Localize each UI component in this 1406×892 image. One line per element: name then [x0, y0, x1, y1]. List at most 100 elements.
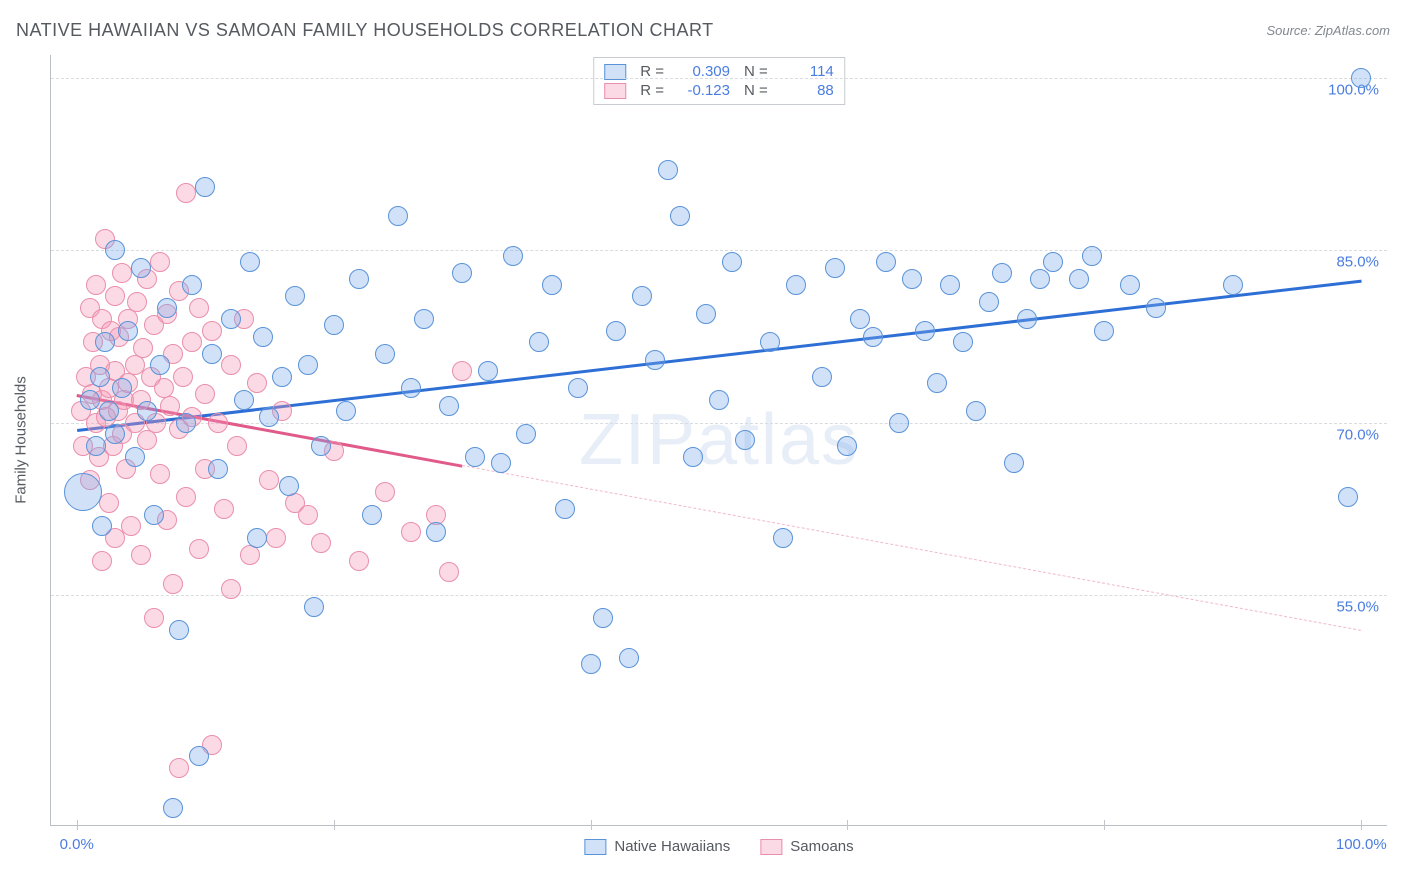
- scatter-point: [709, 390, 729, 410]
- scatter-chart: Family Households ZIPatlas R =0.309N =11…: [50, 55, 1387, 826]
- scatter-point: [1146, 298, 1166, 318]
- scatter-point: [632, 286, 652, 306]
- scatter-point: [221, 355, 241, 375]
- legend-n-label: N =: [744, 82, 768, 99]
- scatter-point: [86, 275, 106, 295]
- series-legend: Native Hawaiians Samoans: [584, 838, 853, 855]
- legend-label: Native Hawaiians: [614, 838, 730, 855]
- scatter-point: [529, 332, 549, 352]
- scatter-point: [195, 177, 215, 197]
- scatter-point: [169, 758, 189, 778]
- scatter-point: [95, 332, 115, 352]
- scatter-point: [953, 332, 973, 352]
- scatter-point: [208, 459, 228, 479]
- scatter-point: [683, 447, 703, 467]
- scatter-point: [208, 413, 228, 433]
- scatter-point: [786, 275, 806, 295]
- scatter-point: [118, 321, 138, 341]
- x-tick-label: 100.0%: [1336, 836, 1387, 853]
- scatter-point: [349, 269, 369, 289]
- legend-n-value: 88: [782, 82, 834, 99]
- scatter-point: [568, 378, 588, 398]
- legend-label: Samoans: [790, 838, 853, 855]
- chart-header: NATIVE HAWAIIAN VS SAMOAN FAMILY HOUSEHO…: [16, 20, 1390, 41]
- scatter-point: [182, 275, 202, 295]
- scatter-point: [133, 338, 153, 358]
- legend-swatch: [584, 839, 606, 855]
- legend-swatch: [760, 839, 782, 855]
- scatter-point: [1004, 453, 1024, 473]
- scatter-point: [889, 413, 909, 433]
- scatter-point: [850, 309, 870, 329]
- scatter-point: [112, 378, 132, 398]
- watermark-text: ZIPatlas: [579, 399, 859, 481]
- scatter-point: [1069, 269, 1089, 289]
- scatter-point: [825, 258, 845, 278]
- scatter-point: [375, 344, 395, 364]
- scatter-point: [927, 373, 947, 393]
- scatter-point: [478, 361, 498, 381]
- legend-row: R =-0.123N =88: [604, 81, 834, 100]
- scatter-point: [189, 746, 209, 766]
- scatter-point: [64, 473, 102, 511]
- scatter-point: [189, 539, 209, 559]
- scatter-point: [266, 528, 286, 548]
- scatter-point: [426, 522, 446, 542]
- legend-item: Native Hawaiians: [584, 838, 730, 855]
- scatter-point: [259, 470, 279, 490]
- scatter-point: [157, 298, 177, 318]
- scatter-point: [214, 499, 234, 519]
- scatter-point: [760, 332, 780, 352]
- scatter-point: [1043, 252, 1063, 272]
- scatter-point: [150, 355, 170, 375]
- scatter-point: [966, 401, 986, 421]
- scatter-point: [160, 396, 180, 416]
- scatter-point: [304, 597, 324, 617]
- scatter-point: [1338, 487, 1358, 507]
- scatter-point: [606, 321, 626, 341]
- scatter-point: [121, 516, 141, 536]
- scatter-point: [131, 545, 151, 565]
- scatter-point: [593, 608, 613, 628]
- chart-title: NATIVE HAWAIIAN VS SAMOAN FAMILY HOUSEHO…: [16, 20, 714, 41]
- scatter-point: [234, 390, 254, 410]
- scatter-point: [253, 327, 273, 347]
- legend-r-label: R =: [640, 82, 664, 99]
- scatter-point: [150, 252, 170, 272]
- scatter-point: [773, 528, 793, 548]
- scatter-point: [491, 453, 511, 473]
- scatter-point: [163, 798, 183, 818]
- scatter-point: [1030, 269, 1050, 289]
- scatter-point: [1223, 275, 1243, 295]
- scatter-point: [670, 206, 690, 226]
- scatter-point: [311, 533, 331, 553]
- scatter-point: [189, 298, 209, 318]
- gridline: [51, 423, 1387, 424]
- scatter-point: [221, 309, 241, 329]
- scatter-point: [182, 332, 202, 352]
- scatter-point: [452, 263, 472, 283]
- scatter-point: [173, 367, 193, 387]
- scatter-point: [80, 390, 100, 410]
- scatter-point: [388, 206, 408, 226]
- scatter-point: [375, 482, 395, 502]
- scatter-point: [279, 476, 299, 496]
- scatter-point: [227, 436, 247, 456]
- scatter-point: [362, 505, 382, 525]
- scatter-point: [439, 562, 459, 582]
- scatter-point: [516, 424, 536, 444]
- x-tick: [1104, 820, 1105, 830]
- scatter-point: [285, 286, 305, 306]
- scatter-point: [247, 528, 267, 548]
- scatter-point: [619, 648, 639, 668]
- scatter-point: [259, 407, 279, 427]
- scatter-point: [176, 183, 196, 203]
- scatter-point: [105, 240, 125, 260]
- scatter-point: [144, 505, 164, 525]
- scatter-point: [86, 436, 106, 456]
- scatter-point: [645, 350, 665, 370]
- scatter-point: [137, 401, 157, 421]
- scatter-point: [202, 321, 222, 341]
- scatter-point: [112, 263, 132, 283]
- legend-swatch: [604, 83, 626, 99]
